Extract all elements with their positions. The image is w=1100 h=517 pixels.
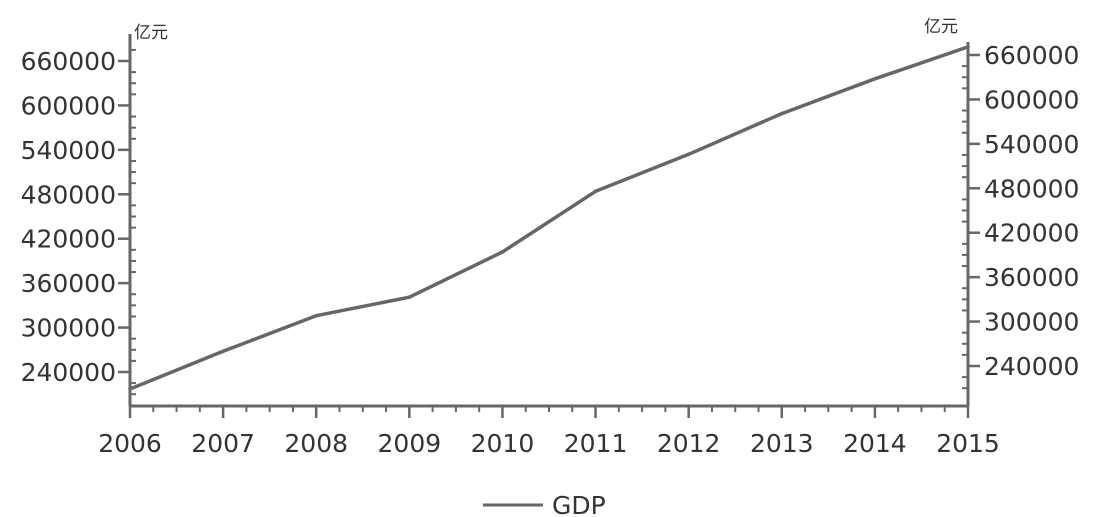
x-tick-label: 2013 xyxy=(750,429,814,458)
left-y-tick-label: 240000 xyxy=(21,358,116,387)
x-tick-label: 2009 xyxy=(378,429,442,458)
series-line-gdp xyxy=(129,45,969,391)
left-y-tick-label: 360000 xyxy=(21,269,116,298)
tick-marks xyxy=(118,48,980,418)
x-tick-label: 2014 xyxy=(843,429,907,458)
x-tick-label: 2011 xyxy=(564,429,628,458)
legend-label-gdp: GDP xyxy=(552,491,606,517)
data-point-gdp xyxy=(128,387,132,391)
tick-labels: 240000 300000 360000 420000 480000 540000 6000… xyxy=(21,41,1080,458)
x-tick-label: 2008 xyxy=(284,429,348,458)
series-layer xyxy=(128,45,970,391)
right-y-tick-label: 480000 xyxy=(984,174,1079,203)
right-y-tick-label: 360000 xyxy=(984,263,1079,292)
x-tick-label: 2012 xyxy=(657,429,721,458)
x-tick-label: 2006 xyxy=(98,429,162,458)
right-axis-unit-label: 亿元 xyxy=(924,17,958,37)
data-point-gdp xyxy=(966,45,970,49)
left-y-tick-label: 600000 xyxy=(21,91,116,120)
legend: GDP xyxy=(483,491,606,517)
right-y-tick-label: 240000 xyxy=(984,352,1079,381)
data-point-gdp xyxy=(314,313,319,318)
right-y-tick-label: 300000 xyxy=(984,308,1079,337)
data-point-gdp xyxy=(593,189,598,194)
right-y-tick-label: 600000 xyxy=(984,85,1079,114)
right-y-tick-label: 540000 xyxy=(984,130,1079,159)
left-y-tick-label: 420000 xyxy=(21,225,116,254)
data-point-gdp xyxy=(873,76,877,81)
x-tick-label: 2015 xyxy=(936,429,1000,458)
x-tick-label: 2007 xyxy=(191,429,255,458)
data-point-gdp xyxy=(686,152,691,157)
left-y-tick-label: 540000 xyxy=(21,136,116,165)
left-y-tick-label: 660000 xyxy=(21,47,116,76)
left-y-tick-label: 300000 xyxy=(21,314,116,343)
right-y-tick-label: 660000 xyxy=(984,41,1079,70)
left-axis-unit-label: 亿元 xyxy=(134,23,168,43)
data-point-gdp xyxy=(779,111,784,116)
data-point-gdp xyxy=(221,349,225,354)
right-y-tick-label: 420000 xyxy=(984,219,1079,248)
data-point-gdp xyxy=(500,250,505,254)
data-point-gdp xyxy=(407,295,412,300)
x-tick-label: 2010 xyxy=(471,429,535,458)
left-y-tick-label: 480000 xyxy=(21,180,116,209)
